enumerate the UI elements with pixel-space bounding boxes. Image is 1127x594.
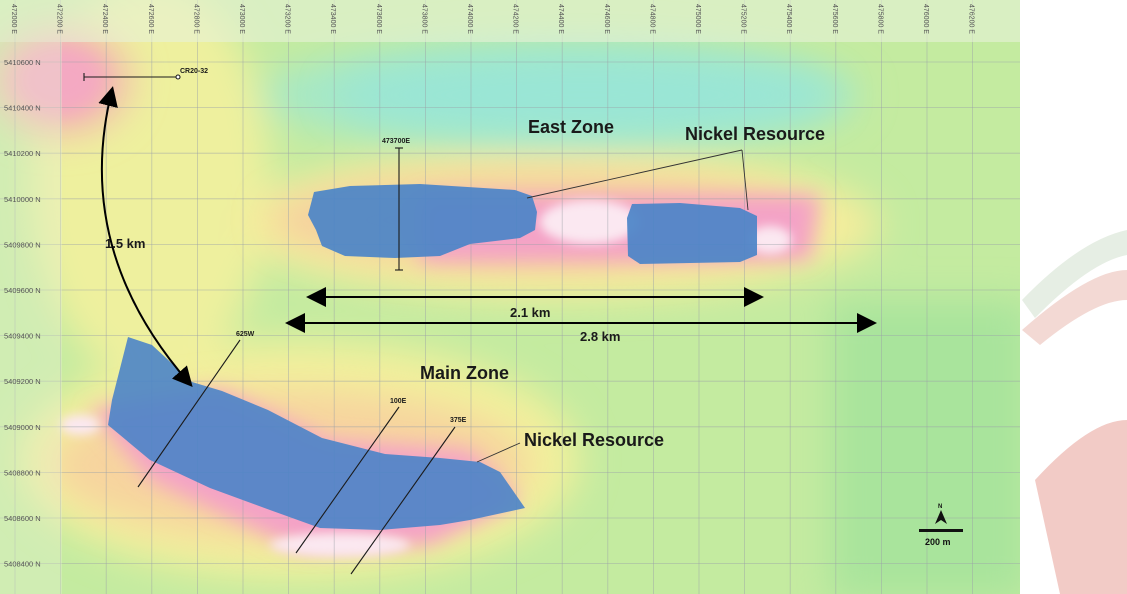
easting-tick-labels: 472000 E 472200 E 472400 E 472600 E 472800 E…	[10, 4, 975, 34]
main-nickel-resource-label: Nickel Resource	[524, 430, 664, 450]
northing-tick-labels: 5410600 N 5410400 N 5410200 N 5410000 N 5409…	[4, 58, 41, 569]
distance-arrow-1-5km	[98, 86, 193, 388]
northing-tick-label: 5408600 N	[4, 514, 41, 523]
watermark-logo	[1020, 0, 1127, 594]
northing-tick-label: 5410400 N	[4, 104, 41, 113]
easting-tick-label: 474800 E	[648, 4, 655, 34]
easting-tick-label: 475600 E	[831, 4, 838, 34]
drill-trace-625w	[137, 339, 241, 488]
drill-hole-label-375e: 375E	[450, 417, 467, 424]
main-zone-label: Main Zone	[420, 363, 509, 383]
drill-hole-label-625w: 625W	[236, 331, 255, 338]
easting-tick-label: 475200 E	[740, 4, 747, 34]
easting-tick-label: 476000 E	[922, 4, 929, 34]
easting-tick-label: 475800 E	[876, 4, 883, 34]
northing-tick-label: 5409400 N	[4, 332, 41, 341]
north-arrow: N	[935, 504, 947, 524]
distance-label-2-8km: 2.8 km	[580, 329, 620, 344]
east-nickel-resource-label: Nickel Resource	[685, 124, 825, 144]
easting-tick-label: 474000 E	[466, 4, 473, 34]
main-resource-body	[108, 337, 525, 530]
scale-bar: 200 m	[919, 529, 963, 547]
easting-tick-label: 473400 E	[329, 4, 336, 34]
easting-tick-label: 473800 E	[420, 4, 427, 34]
northing-tick-label: 5410600 N	[4, 58, 41, 67]
easting-tick-label: 472200 E	[56, 4, 63, 34]
drill-hole-label-cr20-32: CR20-32	[180, 68, 208, 75]
drill-hole-label-473700e: 473700E	[382, 138, 410, 145]
drill-traces	[83, 73, 456, 575]
drill-trace-375e	[350, 426, 456, 575]
northing-tick-label: 5409000 N	[4, 423, 41, 432]
northing-tick-label: 5410000 N	[4, 195, 41, 204]
northing-tick-label: 5408400 N	[4, 560, 41, 569]
easting-tick-label: 474200 E	[512, 4, 519, 34]
easting-tick-label: 476200 E	[968, 4, 975, 34]
easting-tick-label: 472400 E	[101, 4, 108, 34]
east-zone-label: East Zone	[528, 117, 614, 137]
easting-tick-label: 472600 E	[147, 4, 154, 34]
easting-tick-label: 473200 E	[284, 4, 291, 34]
svg-text:N: N	[938, 504, 942, 510]
east-resource-body-east	[627, 203, 757, 264]
east-resource-body-west	[308, 184, 537, 258]
northing-tick-label: 5409600 N	[4, 286, 41, 295]
distance-label-1-5km: 1.5 km	[105, 236, 145, 251]
easting-tick-label: 472800 E	[192, 4, 199, 34]
northing-tick-label: 5409200 N	[4, 377, 41, 386]
easting-tick-label: 472000 E	[10, 4, 17, 34]
easting-tick-label: 474600 E	[603, 4, 610, 34]
drill-hole-label-100e: 100E	[390, 398, 407, 405]
northing-tick-label: 5410200 N	[4, 149, 41, 158]
easting-tick-label: 475400 E	[785, 4, 792, 34]
easting-tick-label: 474400 E	[557, 4, 564, 34]
easting-tick-label: 473600 E	[375, 4, 382, 34]
distance-label-2-1km: 2.1 km	[510, 305, 550, 320]
scale-bar-label: 200 m	[925, 537, 951, 547]
callout-lines	[476, 149, 749, 463]
drill-trace-100e	[295, 406, 400, 554]
northing-tick-label: 5409800 N	[4, 240, 41, 249]
easting-tick-label: 475000 E	[694, 4, 701, 34]
northing-tick-label: 5408800 N	[4, 468, 41, 477]
easting-tick-label: 473000 E	[238, 4, 245, 34]
